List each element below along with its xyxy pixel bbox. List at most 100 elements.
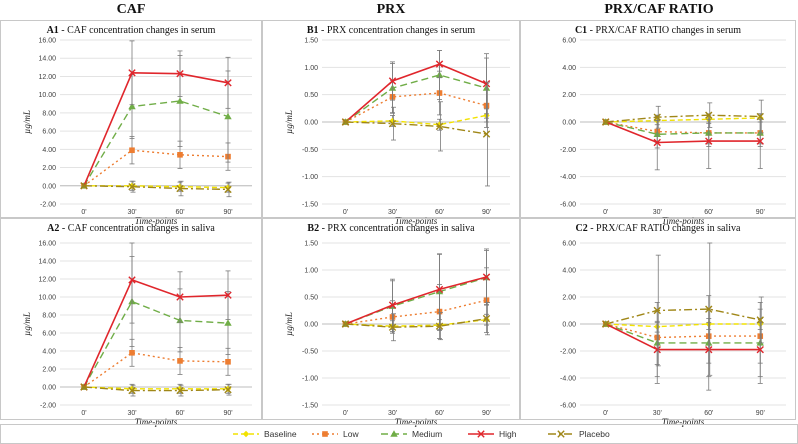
series-placebo [341, 81, 491, 187]
data-point [653, 138, 661, 147]
legend-marker [242, 430, 250, 438]
panel-title-text: - PRX/CAF RATIO changes in saliva [588, 223, 741, 234]
y-axis-title: µg/mL [22, 110, 32, 134]
y-tick-label: -4.00 [560, 174, 576, 181]
panel-border [0, 218, 262, 420]
series-low [81, 338, 231, 390]
panel-title-id: A1 [47, 25, 59, 36]
series-line [605, 323, 761, 351]
y-tick-label: 6.00 [562, 38, 576, 45]
data-point [388, 323, 397, 331]
panel-title-text: - CAF concentration changes in saliva [59, 223, 215, 234]
x-tick-label: 30' [127, 410, 136, 417]
x-tick-label: 90' [223, 410, 232, 417]
series-line [83, 71, 229, 187]
y-tick-label: 4.00 [562, 65, 576, 72]
legend-label: Placebo [579, 429, 610, 439]
series-line [605, 121, 761, 136]
series-low [81, 136, 231, 189]
x-tick-label: 0' [603, 209, 608, 216]
x-tick-label: 60' [435, 410, 444, 417]
panel-title: A1 - CAF concentration changes in serum [47, 25, 216, 36]
data-point [436, 121, 443, 128]
data-point [705, 137, 713, 145]
x-tick-label: 0' [81, 209, 86, 216]
panel-a2: A2 - CAF concentration changes in saliva… [0, 218, 262, 427]
y-tick-label: -4.00 [560, 376, 576, 383]
data-point [176, 70, 184, 78]
x-tick-label: 30' [388, 209, 397, 216]
data-point [177, 358, 183, 364]
data-point [435, 285, 444, 294]
y-tick-label: -0.50 [302, 349, 318, 356]
data-point [80, 383, 88, 391]
data-point [128, 182, 136, 191]
legend-marker [557, 430, 565, 438]
series-line [83, 352, 229, 388]
data-point [341, 320, 350, 328]
data-point [388, 301, 397, 309]
panel-title-id: A2 [47, 223, 59, 234]
x-tick-label: 60' [704, 410, 713, 417]
data-point [756, 137, 764, 145]
y-tick-label: 8.00 [42, 313, 56, 320]
y-tick-label: 0.00 [304, 322, 318, 329]
y-tick-label: -2.00 [560, 147, 576, 154]
y-tick-label: 14.00 [38, 259, 56, 266]
data-point [224, 386, 232, 394]
series-placebo [80, 180, 232, 198]
x-tick-label: 90' [756, 209, 765, 216]
data-point [176, 293, 184, 301]
data-point [435, 322, 444, 330]
y-tick-label: 4.00 [562, 268, 576, 275]
x-axis-title: Time-points [662, 216, 705, 226]
series-line [345, 74, 487, 123]
x-tick-label: 60' [435, 209, 444, 216]
y-tick-label: 4.00 [42, 349, 56, 356]
data-point [341, 118, 350, 126]
panel-title-text: - PRX concentration changes in serum [319, 25, 476, 36]
data-point [435, 60, 444, 68]
series-line [605, 323, 761, 339]
data-point [129, 147, 135, 154]
data-point [482, 130, 491, 138]
data-point [602, 320, 610, 328]
y-tick-label: 16.00 [38, 241, 56, 248]
series-line [83, 149, 229, 187]
series-line [344, 63, 487, 123]
data-point [653, 113, 661, 121]
data-point [705, 305, 713, 313]
data-point [176, 184, 184, 193]
data-point [176, 385, 184, 392]
y-tick-label: 4.00 [42, 147, 56, 154]
data-point [756, 345, 764, 354]
series-placebo [80, 383, 232, 397]
data-point [756, 316, 764, 324]
series-line [345, 276, 487, 325]
y-tick-label: -1.50 [302, 202, 318, 209]
panel-title: A2 - CAF concentration changes in saliva [47, 223, 215, 234]
data-point [756, 112, 764, 121]
legend-item-baseline: Baseline [233, 429, 297, 439]
x-tick-label: 0' [343, 410, 348, 417]
y-tick-label: 14.00 [38, 56, 56, 63]
y-tick-label: 12.00 [38, 277, 56, 284]
y-tick-label: 12.00 [38, 74, 56, 81]
series-placebo [602, 242, 764, 376]
series-medium [341, 49, 491, 125]
data-point [128, 386, 136, 395]
y-tick-label: 6.00 [562, 241, 576, 248]
data-point [129, 350, 135, 356]
data-point [224, 291, 232, 299]
y-tick-label: -0.50 [302, 147, 318, 154]
legend-item-placebo: Placebo [548, 429, 610, 439]
data-point [224, 319, 232, 326]
data-point [128, 276, 136, 284]
series-line [345, 317, 487, 328]
y-tick-label: 1.00 [304, 65, 318, 72]
data-point [653, 306, 661, 315]
panel-title: C2 - PRX/CAF RATIO changes in saliva [575, 223, 741, 234]
panel-c1: C1 - PRX/CAF RATIO changes in serum -6.00… [520, 20, 796, 226]
series-line [345, 276, 487, 325]
